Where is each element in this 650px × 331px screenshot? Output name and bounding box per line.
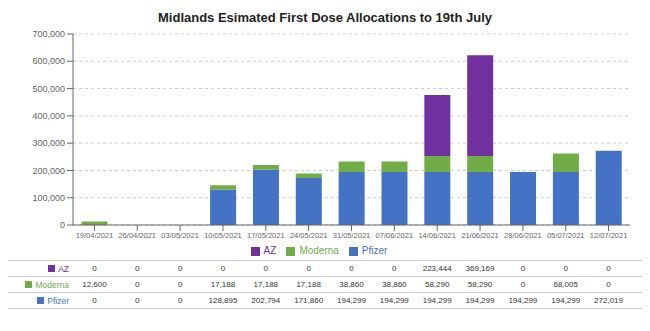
html-text:194,299: 194,299 [337,296,366,305]
html-text:0: 0 [306,264,311,273]
html-text:128,895: 128,895 [208,296,238,305]
html-text:0: 0 [92,264,97,273]
svg-text:100,000: 100,000 [32,193,65,203]
html-text:0: 0 [520,264,526,273]
svg-text:31/05/2021: 31/05/2021 [333,231,371,240]
html-text:38,860: 38,860 [339,280,364,289]
svg-text:07/06/2021: 07/06/2021 [376,231,414,240]
html-text:0: 0 [563,264,568,273]
html-text:0: 0 [177,280,183,289]
html-text:194,299: 194,299 [508,296,538,305]
html-text:202,794: 202,794 [251,296,281,305]
html-text:Pfizer: Pfizer [361,245,388,256]
html-text:0: 0 [135,264,140,273]
html-text:0: 0 [263,264,268,273]
svg-text:200,000: 200,000 [32,166,65,176]
html-text:0: 0 [220,264,226,273]
svg-text:300,000: 300,000 [32,138,65,148]
html-text:Pfizer: Pfizer [47,295,69,306]
html-text:369,169: 369,169 [465,264,495,273]
html-text:0: 0 [92,296,97,305]
html-text:12,600: 12,600 [82,280,107,289]
svg-text:19/04/2021: 19/04/2021 [76,231,114,240]
html-text:194,299: 194,299 [422,296,452,305]
svg-text:24/05/2021: 24/05/2021 [290,231,328,240]
svg-text:400,000: 400,000 [32,111,65,121]
html-text:Midlands Esimated First Dose A: Midlands Esimated First Dose Allocations… [158,10,492,25]
svg-text:12/07/2021: 12/07/2021 [590,231,628,240]
html-text:17,188: 17,188 [210,280,236,289]
html-text:38,860: 38,860 [382,280,407,289]
html-text:194,299: 194,299 [465,296,495,305]
html-text:0: 0 [392,264,397,273]
html-text:Moderna: Moderna [299,245,339,256]
svg-text:03/05/2021: 03/05/2021 [161,231,199,240]
html-text:0: 0 [135,296,140,305]
html-text:68,005: 68,005 [553,280,578,289]
html-text:0: 0 [520,280,526,289]
svg-text:700,000: 700,000 [32,29,65,39]
html-text:58,290: 58,290 [467,280,493,289]
html-text:171,860: 171,860 [294,296,324,305]
html-text:0: 0 [135,280,140,289]
html-text:0: 0 [177,296,183,305]
svg-text:10/05/2021: 10/05/2021 [204,231,242,240]
html-text:0: 0 [606,280,611,289]
svg-text:600,000: 600,000 [32,56,65,66]
html-text:AZ: AZ [58,263,69,274]
svg-text:28/06/2021: 28/06/2021 [504,231,542,240]
html-text:272,019: 272,019 [594,296,623,305]
svg-text:14/06/2021: 14/06/2021 [418,231,456,240]
html-text:0: 0 [177,264,183,273]
svg-text:500,000: 500,000 [32,84,65,94]
html-text:17,188: 17,188 [296,280,321,289]
svg-text:21/06/2021: 21/06/2021 [461,231,499,240]
html-text:17,188: 17,188 [253,280,278,289]
svg-text:17/05/2021: 17/05/2021 [247,231,285,240]
html-text:AZ: AZ [263,245,277,256]
html-text:58,290: 58,290 [424,280,450,289]
html-text:Moderna: Moderna [35,279,69,290]
svg-text:26/04/2021: 26/04/2021 [118,231,156,240]
html-text:223,444: 223,444 [422,264,452,273]
html-text:0: 0 [349,264,354,273]
html-text:194,299: 194,299 [379,296,409,305]
svg-text:05/07/2021: 05/07/2021 [547,231,585,240]
svg-text:0: 0 [60,220,65,230]
html-text:194,299: 194,299 [551,296,581,305]
html-text:0: 0 [606,264,611,273]
